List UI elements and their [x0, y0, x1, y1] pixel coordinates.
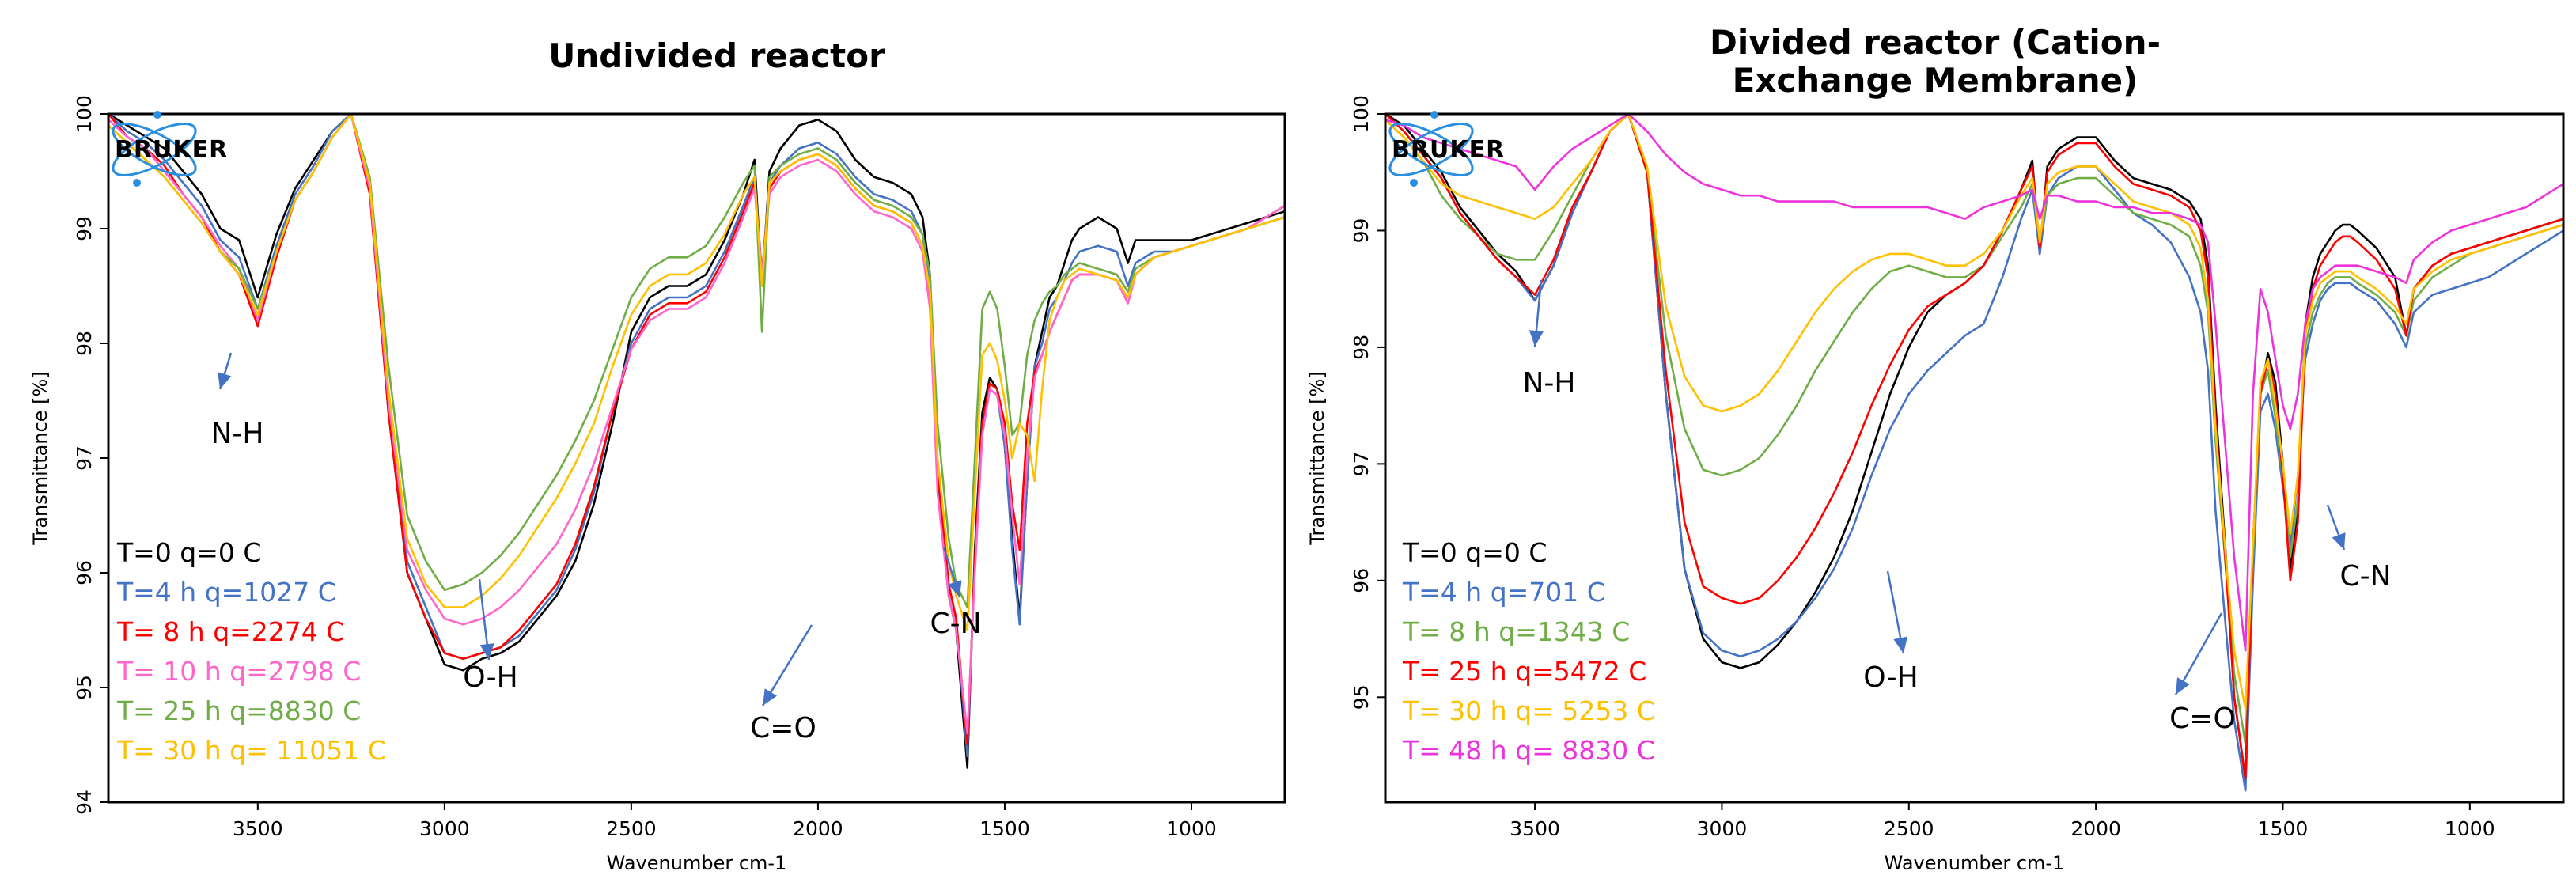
annotation-label: N-H: [211, 418, 264, 450]
chart-title: Divided reactor (Cation-: [1710, 23, 2161, 62]
x-tick-label: 2500: [606, 817, 657, 840]
chart-title: Undivided reactor: [548, 36, 885, 75]
logo-orbit: [1388, 123, 1474, 176]
series-line-6: [1385, 114, 2563, 652]
y-tick-label: 100: [73, 95, 96, 133]
logo-dot: [1410, 179, 1418, 187]
plot-frame: [1384, 112, 2565, 804]
series-line-1: [108, 114, 1285, 769]
chart-1: Undivided reactor 3500 3000 2500 2000 1500 100…: [29, 36, 1286, 874]
legend-entry-4: T= 10 h q=2798 C: [116, 656, 361, 687]
series-line-4: [108, 114, 1285, 735]
x-tick-label: 3500: [233, 817, 283, 840]
annotation-label: O-H: [463, 661, 517, 694]
x-tick-label: 1500: [2258, 817, 2309, 840]
annotation-label: C-N: [2339, 560, 2391, 593]
x-tick-label: 3000: [419, 817, 470, 840]
y-tick-label: 94: [73, 790, 96, 815]
legend-entry-1: T=0 q=0 C: [116, 537, 261, 568]
series-line-2: [108, 114, 1285, 758]
legend-entry-2: T=4 h q=1027 C: [116, 577, 336, 608]
x-axis-label: Wavenumber cm-1: [1885, 852, 2065, 874]
bruker-logo: BRUKER: [1388, 111, 1505, 187]
annotation-label: C-N: [930, 608, 981, 640]
x-tick-label: 2500: [1884, 817, 1934, 840]
y-tick-label: 98: [1350, 335, 1373, 360]
x-axis-label: Wavenumber cm-1: [607, 852, 787, 874]
annotation-label: O-H: [1863, 661, 1918, 694]
legend-entry-2: T=4 h q=701 C: [1402, 577, 1605, 608]
series-line-5: [108, 114, 1285, 608]
y-tick-label: 96: [73, 560, 96, 585]
y-axis-label: Transmittance [%]: [1306, 371, 1328, 545]
y-tick-label: 99: [73, 216, 96, 241]
y-tick-label: 98: [73, 331, 96, 356]
series-line-5: [1385, 114, 2563, 710]
legend-entry-4: T= 25 h q=5472 C: [1402, 656, 1646, 687]
logo-dot: [1430, 111, 1438, 119]
y-tick-label: 96: [1350, 568, 1373, 593]
x-tick-label: 1500: [979, 817, 1030, 840]
bruker-logo: BRUKER: [112, 111, 228, 187]
legend-entry-6: T= 30 h q= 11051 C: [116, 735, 386, 766]
series-group: [108, 114, 1285, 769]
y-tick-label: 100: [1350, 95, 1373, 133]
chart-2: Divided reactor (Cation-Exchange Membran…: [1306, 23, 2565, 874]
x-tick-label: 2000: [793, 817, 843, 840]
annotation-arrowhead: [1893, 636, 1908, 653]
legend-entry-5: T= 30 h q= 5253 C: [1402, 695, 1655, 726]
x-tick-label: 3500: [1510, 817, 1560, 840]
chart-title: Exchange Membrane): [1733, 61, 2138, 100]
legend-entry-3: T= 8 h q=2274 C: [116, 616, 344, 647]
y-axis-label: Transmittance [%]: [29, 371, 51, 545]
annotation-label: C=O: [2169, 703, 2236, 735]
y-tick-label: 99: [1350, 218, 1373, 244]
series-line-3: [1385, 114, 2563, 745]
logo-orbit: [112, 123, 197, 176]
logo-orbit: [112, 123, 197, 176]
logo-wordmark: BRUKER: [1392, 136, 1505, 164]
x-tick-label: 2000: [2070, 817, 2121, 840]
y-tick-label: 97: [73, 445, 96, 471]
legend-entry-3: T= 8 h q=1343 C: [1402, 616, 1630, 647]
logo-dot: [153, 111, 161, 119]
annotation-arrowhead: [2332, 532, 2346, 550]
logo-wordmark: BRUKER: [115, 136, 228, 164]
logo-orbit: [1388, 123, 1474, 176]
annotation-arrowhead: [479, 643, 494, 660]
annotation-label: N-H: [1523, 367, 1576, 400]
annotation-arrowhead: [1529, 330, 1544, 347]
y-tick-label: 97: [1350, 451, 1373, 476]
series-line-4: [1385, 114, 2563, 780]
annotation-arrowhead: [218, 372, 232, 389]
series-group: [1385, 114, 2563, 792]
y-tick-label: 95: [73, 675, 96, 700]
annotation-arrowhead: [763, 688, 778, 706]
legend-entry-1: T=0 q=0 C: [1402, 537, 1547, 568]
y-tick-label: 95: [1350, 684, 1373, 710]
x-tick-label: 3000: [1697, 817, 1748, 840]
series-line-3: [108, 114, 1285, 746]
logo-dot: [133, 179, 141, 187]
x-tick-label: 1000: [1166, 817, 1217, 840]
series-line-6: [108, 114, 1285, 631]
legend-entry-6: T= 48 h q= 8830 C: [1402, 735, 1655, 766]
x-tick-label: 1000: [2445, 817, 2495, 840]
series-line-1: [1385, 114, 2563, 780]
legend-entry-5: T= 25 h q=8830 C: [116, 695, 361, 726]
annotation-label: C=O: [750, 712, 816, 744]
annotation-arrowhead: [2176, 677, 2190, 695]
annotation-arrowhead: [948, 580, 962, 597]
